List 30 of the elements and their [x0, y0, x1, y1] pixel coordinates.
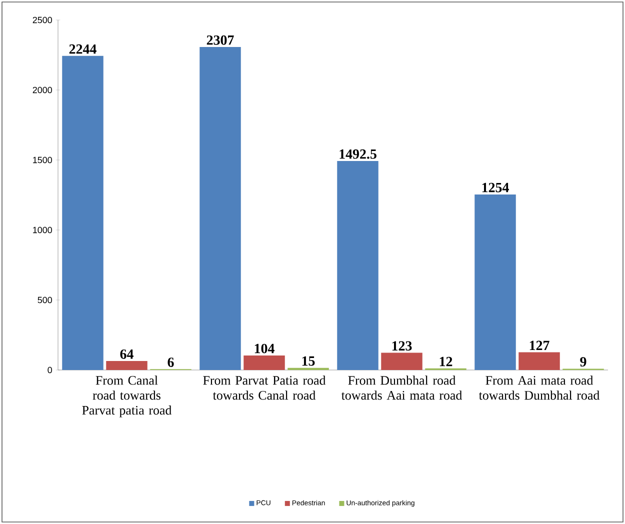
x-tick-label: From Aai mata road towards Dumbhal road: [478, 376, 600, 400]
y-tick-label: 2000: [32, 86, 52, 94]
data-label: 1492.5: [340, 149, 376, 159]
data-label: 127: [530, 340, 550, 350]
bar: [381, 352, 422, 370]
bar: [106, 361, 148, 370]
y-tick-label: 1000: [33, 226, 52, 234]
data-label: 15: [302, 356, 315, 366]
x-tick-label: From Canal road towards Parvat patia road: [82, 376, 172, 418]
data-label: 2307: [206, 35, 234, 45]
data-label: 64: [120, 349, 134, 359]
data-label: 6: [168, 358, 174, 367]
data-label: 12: [440, 356, 452, 366]
data-label: 104: [254, 344, 274, 354]
data-label: 123: [392, 341, 412, 351]
bar: [518, 352, 560, 370]
x-tick-label: From Dumbhal road towards Aai mata road: [341, 376, 462, 400]
y-tick-label: 1500: [33, 156, 52, 164]
bar: [474, 194, 516, 370]
y-tick-label: 2500: [32, 16, 52, 24]
data-label: 1254: [482, 182, 509, 192]
y-tick-label: 0: [48, 366, 52, 374]
bar: [337, 161, 378, 370]
bar: [200, 47, 241, 370]
data-label: 2244: [69, 44, 96, 54]
bar: [62, 56, 104, 370]
x-tick-label: From Parvat Patia road towards Canal road: [203, 376, 326, 400]
bar: [244, 355, 285, 370]
y-tick-label: 500: [38, 296, 52, 304]
data-label: 9: [580, 357, 586, 367]
